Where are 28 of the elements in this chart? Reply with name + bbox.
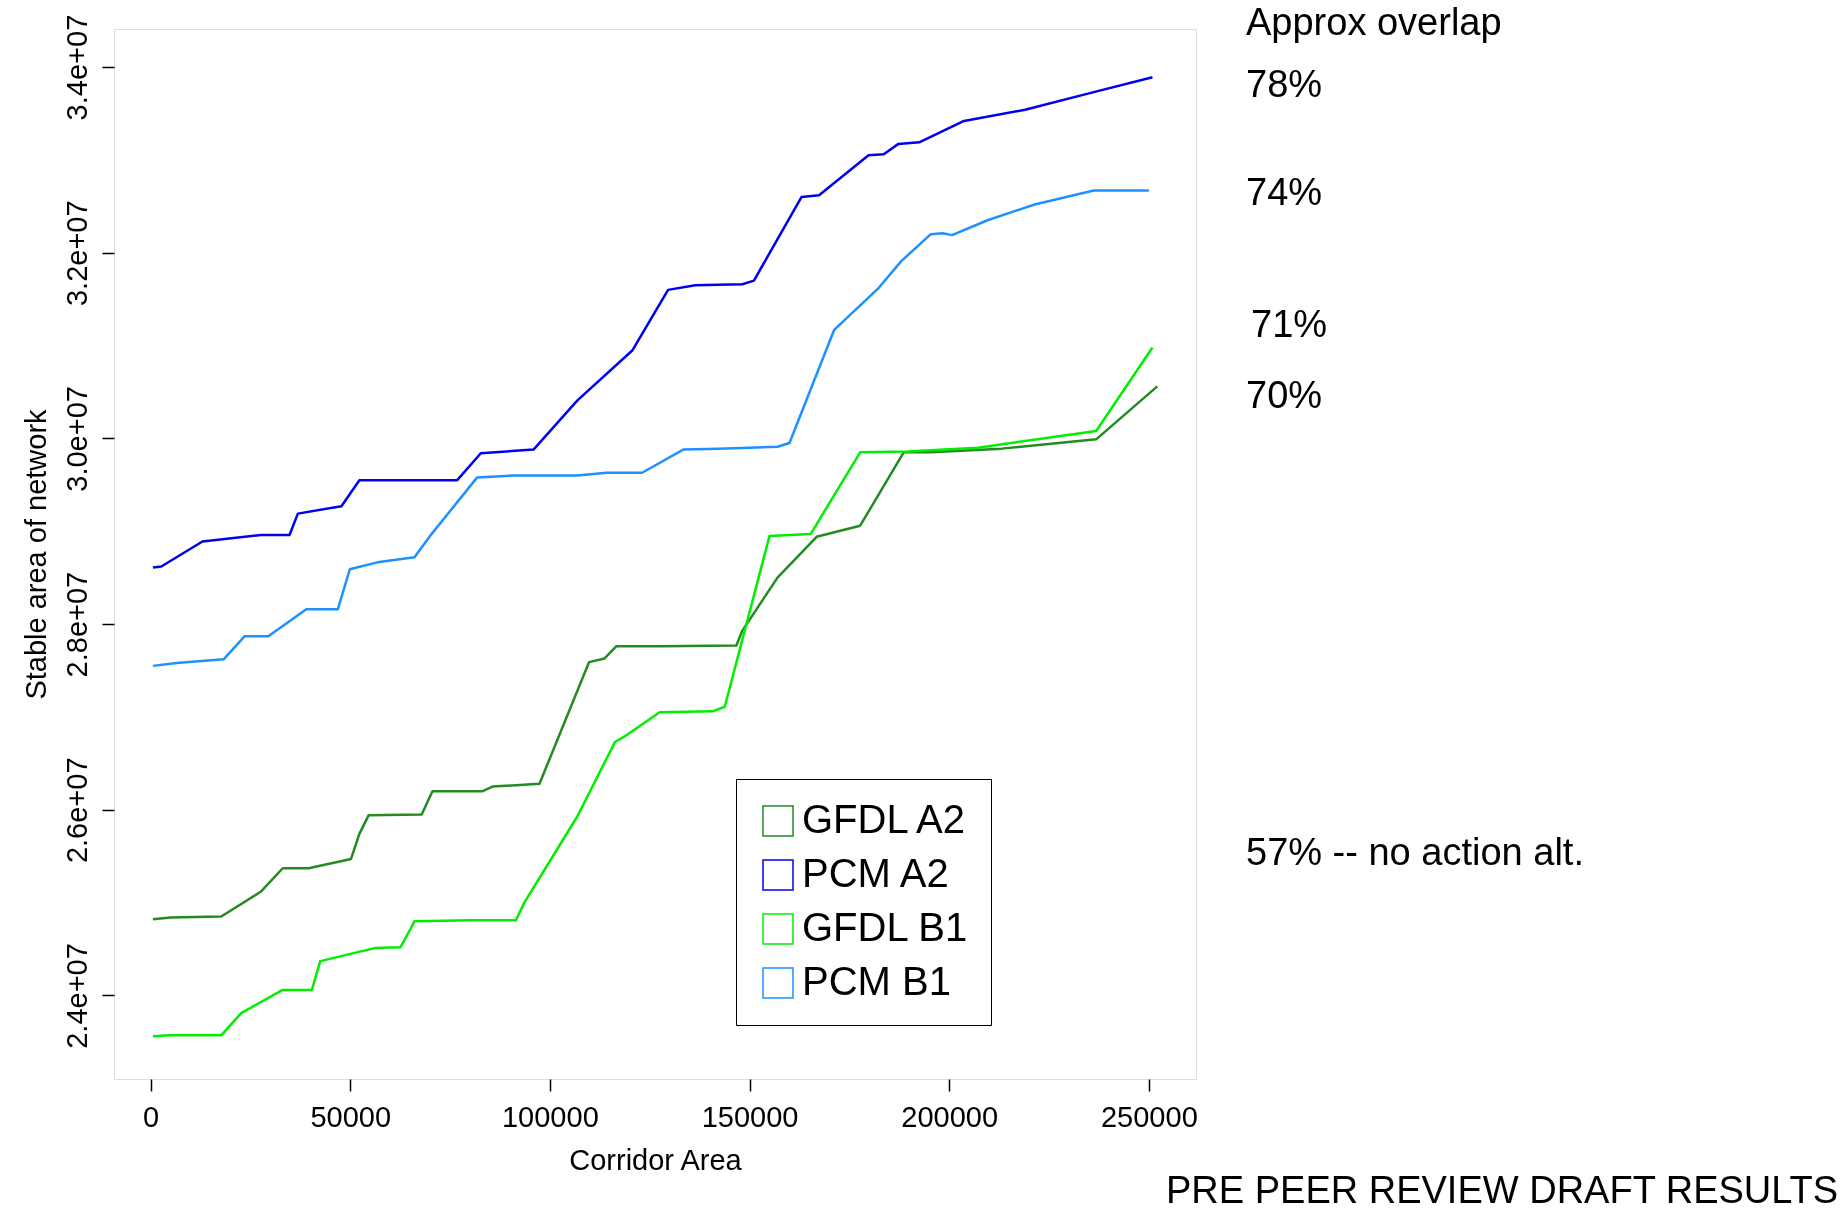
x-axis-title: Corridor Area [569,1143,743,1176]
text: 74% [1246,171,1323,213]
x-tick-label: 0 [142,1100,160,1133]
legend-label: GFDL B1 [802,905,968,949]
x-tick-label: 200000 [901,1100,999,1133]
text: PRE PEER REVIEW DRAFT RESULTS [1166,1169,1839,1211]
y-tick-label: 2.6e+07 [60,757,93,864]
text: Approx overlap [1246,1,1502,43]
text: 78% [1246,63,1323,105]
line-series [151,76,1154,569]
x-tick-label: 100000 [501,1100,599,1133]
legend-label: GFDL A2 [802,797,966,841]
y-tick-label: 3.0e+07 [60,386,93,492]
x-tick-label: 150000 [701,1100,799,1133]
x-tick-label: 250000 [1100,1100,1198,1133]
line-series [151,189,1151,668]
text: 70% [1246,374,1323,416]
x-tick-label: 50000 [310,1100,392,1133]
text: 57% -- no action alt. [1246,831,1584,873]
text: 71% [1251,303,1328,345]
y-tick-label: 3.4e+07 [60,14,93,121]
y-tick-label: 2.4e+07 [60,943,93,1049]
y-tick-label: 3.2e+07 [60,200,93,307]
y-tick-label: 2.8e+07 [60,571,93,678]
y-axis-title: Stable area of network [19,408,52,700]
line-series [151,346,1154,1038]
legend-label: PCM B1 [802,959,951,1003]
legend-label: PCM A2 [802,851,949,895]
